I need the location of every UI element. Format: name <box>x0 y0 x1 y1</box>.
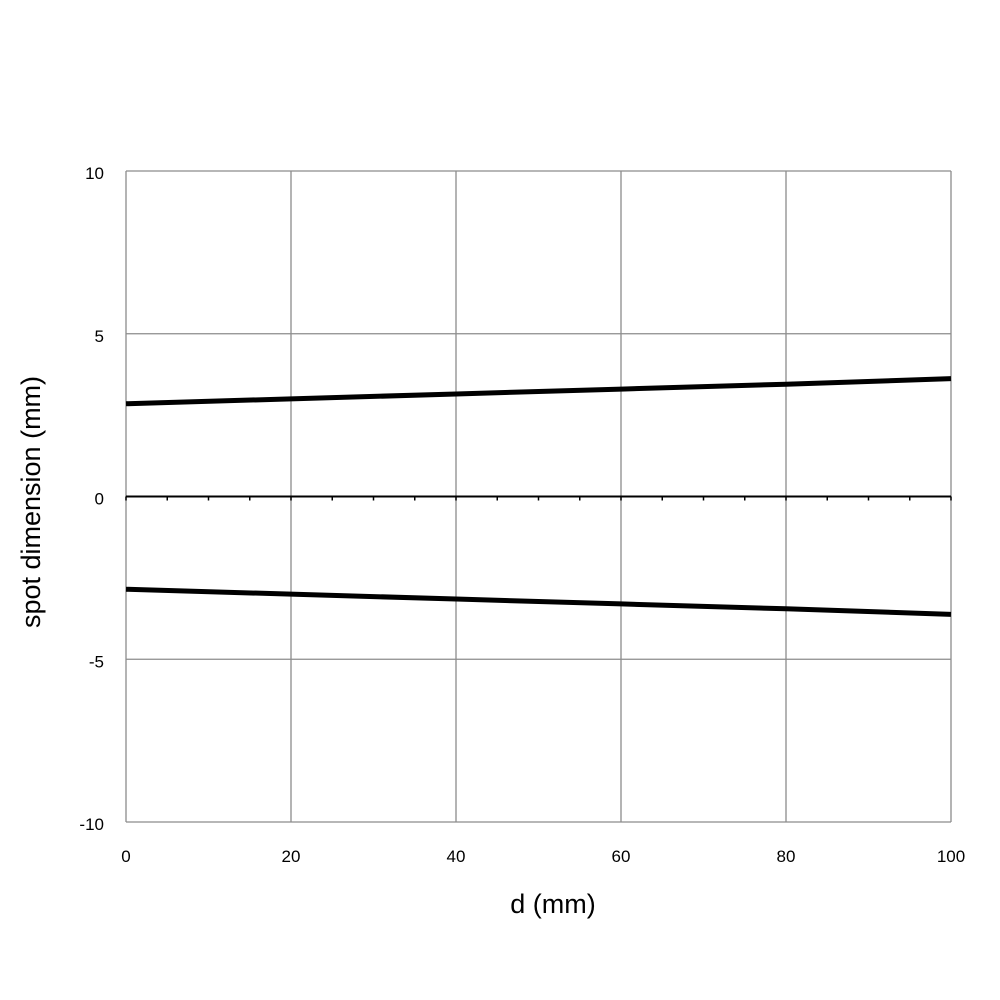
y-axis-title: spot dimension (mm) <box>16 376 46 628</box>
y-tick-label: -5 <box>89 652 104 671</box>
x-tick-label: 80 <box>777 847 796 866</box>
x-tick-label: 100 <box>937 847 965 866</box>
x-tick-label: 20 <box>282 847 301 866</box>
upper-spot-boundary-line <box>125 376 952 407</box>
x-tick-label: 40 <box>447 847 466 866</box>
tick-labels: 0 20 40 60 80 100 10 5 0 -5 -10 <box>79 164 965 866</box>
y-tick-label: 0 <box>95 490 104 509</box>
x-tick-label: 0 <box>121 847 130 866</box>
x-tick-label: 60 <box>612 847 631 866</box>
y-tick-label: 10 <box>85 164 104 183</box>
y-tick-label: -10 <box>79 815 104 834</box>
x-axis-title: d (mm) <box>510 889 595 919</box>
zero-axis-minor-ticks <box>125 496 952 501</box>
lower-spot-boundary-line <box>125 586 952 617</box>
y-tick-label: 5 <box>95 327 104 346</box>
series-lines <box>125 376 952 617</box>
